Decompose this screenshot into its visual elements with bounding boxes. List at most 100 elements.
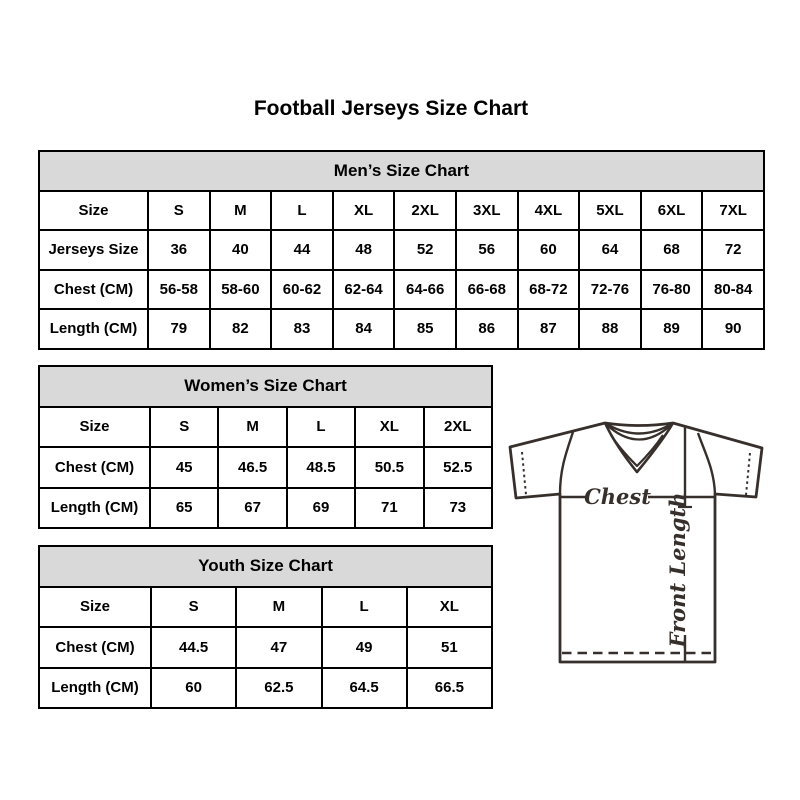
right-sleeve-stitch-line (745, 452, 751, 496)
table-cell: 3XL (454, 189, 519, 231)
table-cell: 72 (701, 229, 765, 271)
table-cell: 49 (320, 626, 408, 669)
table-cell: 6XL (639, 189, 704, 231)
table-cell: M (217, 405, 288, 448)
table-cell: 69 (285, 486, 357, 529)
jersey-outline (508, 421, 764, 664)
table-cell: 5XL (578, 189, 642, 231)
vneck-inner-line (610, 434, 664, 468)
table-cell: 64-66 (393, 268, 457, 310)
row-label: Chest (CM) (38, 626, 152, 669)
table-cell: 51 (405, 626, 494, 669)
table-cell: 2XL (393, 189, 457, 231)
row-label: Chest (CM) (38, 268, 149, 310)
table-title: Youth Size Chart (38, 545, 493, 588)
table-cell: M (208, 189, 273, 231)
table-cell: 66-68 (454, 268, 519, 310)
row-label: Size (38, 585, 152, 628)
table-row: Chest (CM) 45 46.5 48.5 50.5 52.5 (38, 446, 494, 489)
table-cell: 66.5 (405, 666, 494, 709)
table-cell: 88 (578, 308, 642, 350)
chest-label: Chest (584, 484, 651, 509)
mens-size-table: Men’s Size Chart Size S M L XL 2XL 3XL 4XL 5XL 6XL… (38, 150, 765, 350)
table-cell: 76-80 (639, 268, 704, 310)
table-cell: 44.5 (149, 626, 238, 669)
womens-size-table: Women’s Size Chart Size S M L XL 2XL Chest (CM)… (38, 365, 494, 529)
table-row: Length (CM) 79 82 83 84 85 86 87 88 89 90 (38, 308, 765, 350)
table-row: Chest (CM) 56-58 58-60 60-62 62-64 64-66 66-68… (38, 268, 765, 310)
table-cell: 56-58 (147, 268, 211, 310)
row-label: Length (CM) (38, 666, 152, 709)
table-cell: 73 (422, 486, 494, 529)
table-cell: 82 (208, 308, 273, 350)
table-cell: 67 (217, 486, 288, 529)
table-cell: L (320, 585, 408, 628)
table-cell: 90 (701, 308, 765, 350)
table-row: Size S M L XL 2XL 3XL 4XL 5XL 6XL 7XL (38, 189, 765, 231)
table-cell: 62-64 (331, 268, 396, 310)
table-cell: 68 (639, 229, 704, 271)
table-row: Jerseys Size 36 40 44 48 52 56 60 64 68 72 (38, 229, 765, 271)
table-cell: 65 (148, 486, 220, 529)
right-armhole-seam (696, 432, 717, 495)
table-cell: 60 (149, 666, 238, 709)
table-cell: 4XL (516, 189, 581, 231)
youth-size-table: Youth Size Chart Size S M L XL Chest (CM) 44.5 4… (38, 545, 494, 709)
table-cell: 56 (454, 229, 519, 271)
front-length-label: Front Length (665, 493, 690, 649)
table-cell: 52.5 (422, 446, 494, 489)
table-cell: 45 (148, 446, 220, 489)
left-sleeve-stitch-line (521, 451, 527, 496)
table-cell: 72-76 (578, 268, 642, 310)
table-row: Chest (CM) 44.5 47 49 51 (38, 626, 494, 669)
table-cell: 89 (639, 308, 704, 350)
table-cell: 71 (354, 486, 425, 529)
table-cell: XL (331, 189, 396, 231)
table-cell: 52 (393, 229, 457, 271)
table-cell: 87 (516, 308, 581, 350)
table-cell: S (147, 189, 211, 231)
table-cell: 62.5 (235, 666, 323, 709)
table-row: Length (CM) 60 62.5 64.5 66.5 (38, 666, 494, 709)
table-cell: 85 (393, 308, 457, 350)
table-cell: XL (354, 405, 425, 448)
table-cell: 84 (331, 308, 396, 350)
table-cell: L (270, 189, 334, 231)
row-label: Length (CM) (38, 486, 151, 529)
table-cell: 58-60 (208, 268, 273, 310)
table-cell: 60 (516, 229, 581, 271)
row-label: Length (CM) (38, 308, 149, 350)
table-cell: 64.5 (320, 666, 408, 709)
table-cell: 48 (331, 229, 396, 271)
table-cell: S (148, 405, 220, 448)
table-cell: 80-84 (701, 268, 765, 310)
table-row: Size S M L XL 2XL (38, 405, 494, 448)
table-cell: S (149, 585, 238, 628)
table-title: Women’s Size Chart (38, 365, 493, 408)
table-cell: 7XL (701, 189, 765, 231)
collar-back-arc-outer (604, 421, 674, 435)
table-cell: 47 (235, 626, 323, 669)
table-row: Size S M L XL (38, 585, 494, 628)
table-cell: 60-62 (270, 268, 334, 310)
table-cell: 44 (270, 229, 334, 271)
table-cell: 40 (208, 229, 273, 271)
jersey-illustration: Chest Front Length (508, 421, 764, 664)
row-label: Jerseys Size (38, 229, 149, 271)
table-cell: 50.5 (354, 446, 425, 489)
table-row: Length (CM) 65 67 69 71 73 (38, 486, 494, 529)
row-label: Size (38, 405, 151, 448)
table-cell: L (285, 405, 357, 448)
table-cell: 83 (270, 308, 334, 350)
table-cell: 46.5 (217, 446, 288, 489)
table-cell: M (235, 585, 323, 628)
jersey-measurement-diagram: Chest Front Length (495, 395, 795, 695)
collar-back-arc-inner (606, 424, 672, 441)
table-cell: 48.5 (285, 446, 357, 489)
table-title: Men’s Size Chart (38, 150, 765, 192)
table-cell: 68-72 (516, 268, 581, 310)
table-cell: 86 (454, 308, 519, 350)
left-armhole-seam (558, 431, 575, 495)
page-title: Football Jerseys Size Chart (253, 97, 529, 120)
row-label: Chest (CM) (38, 446, 151, 489)
